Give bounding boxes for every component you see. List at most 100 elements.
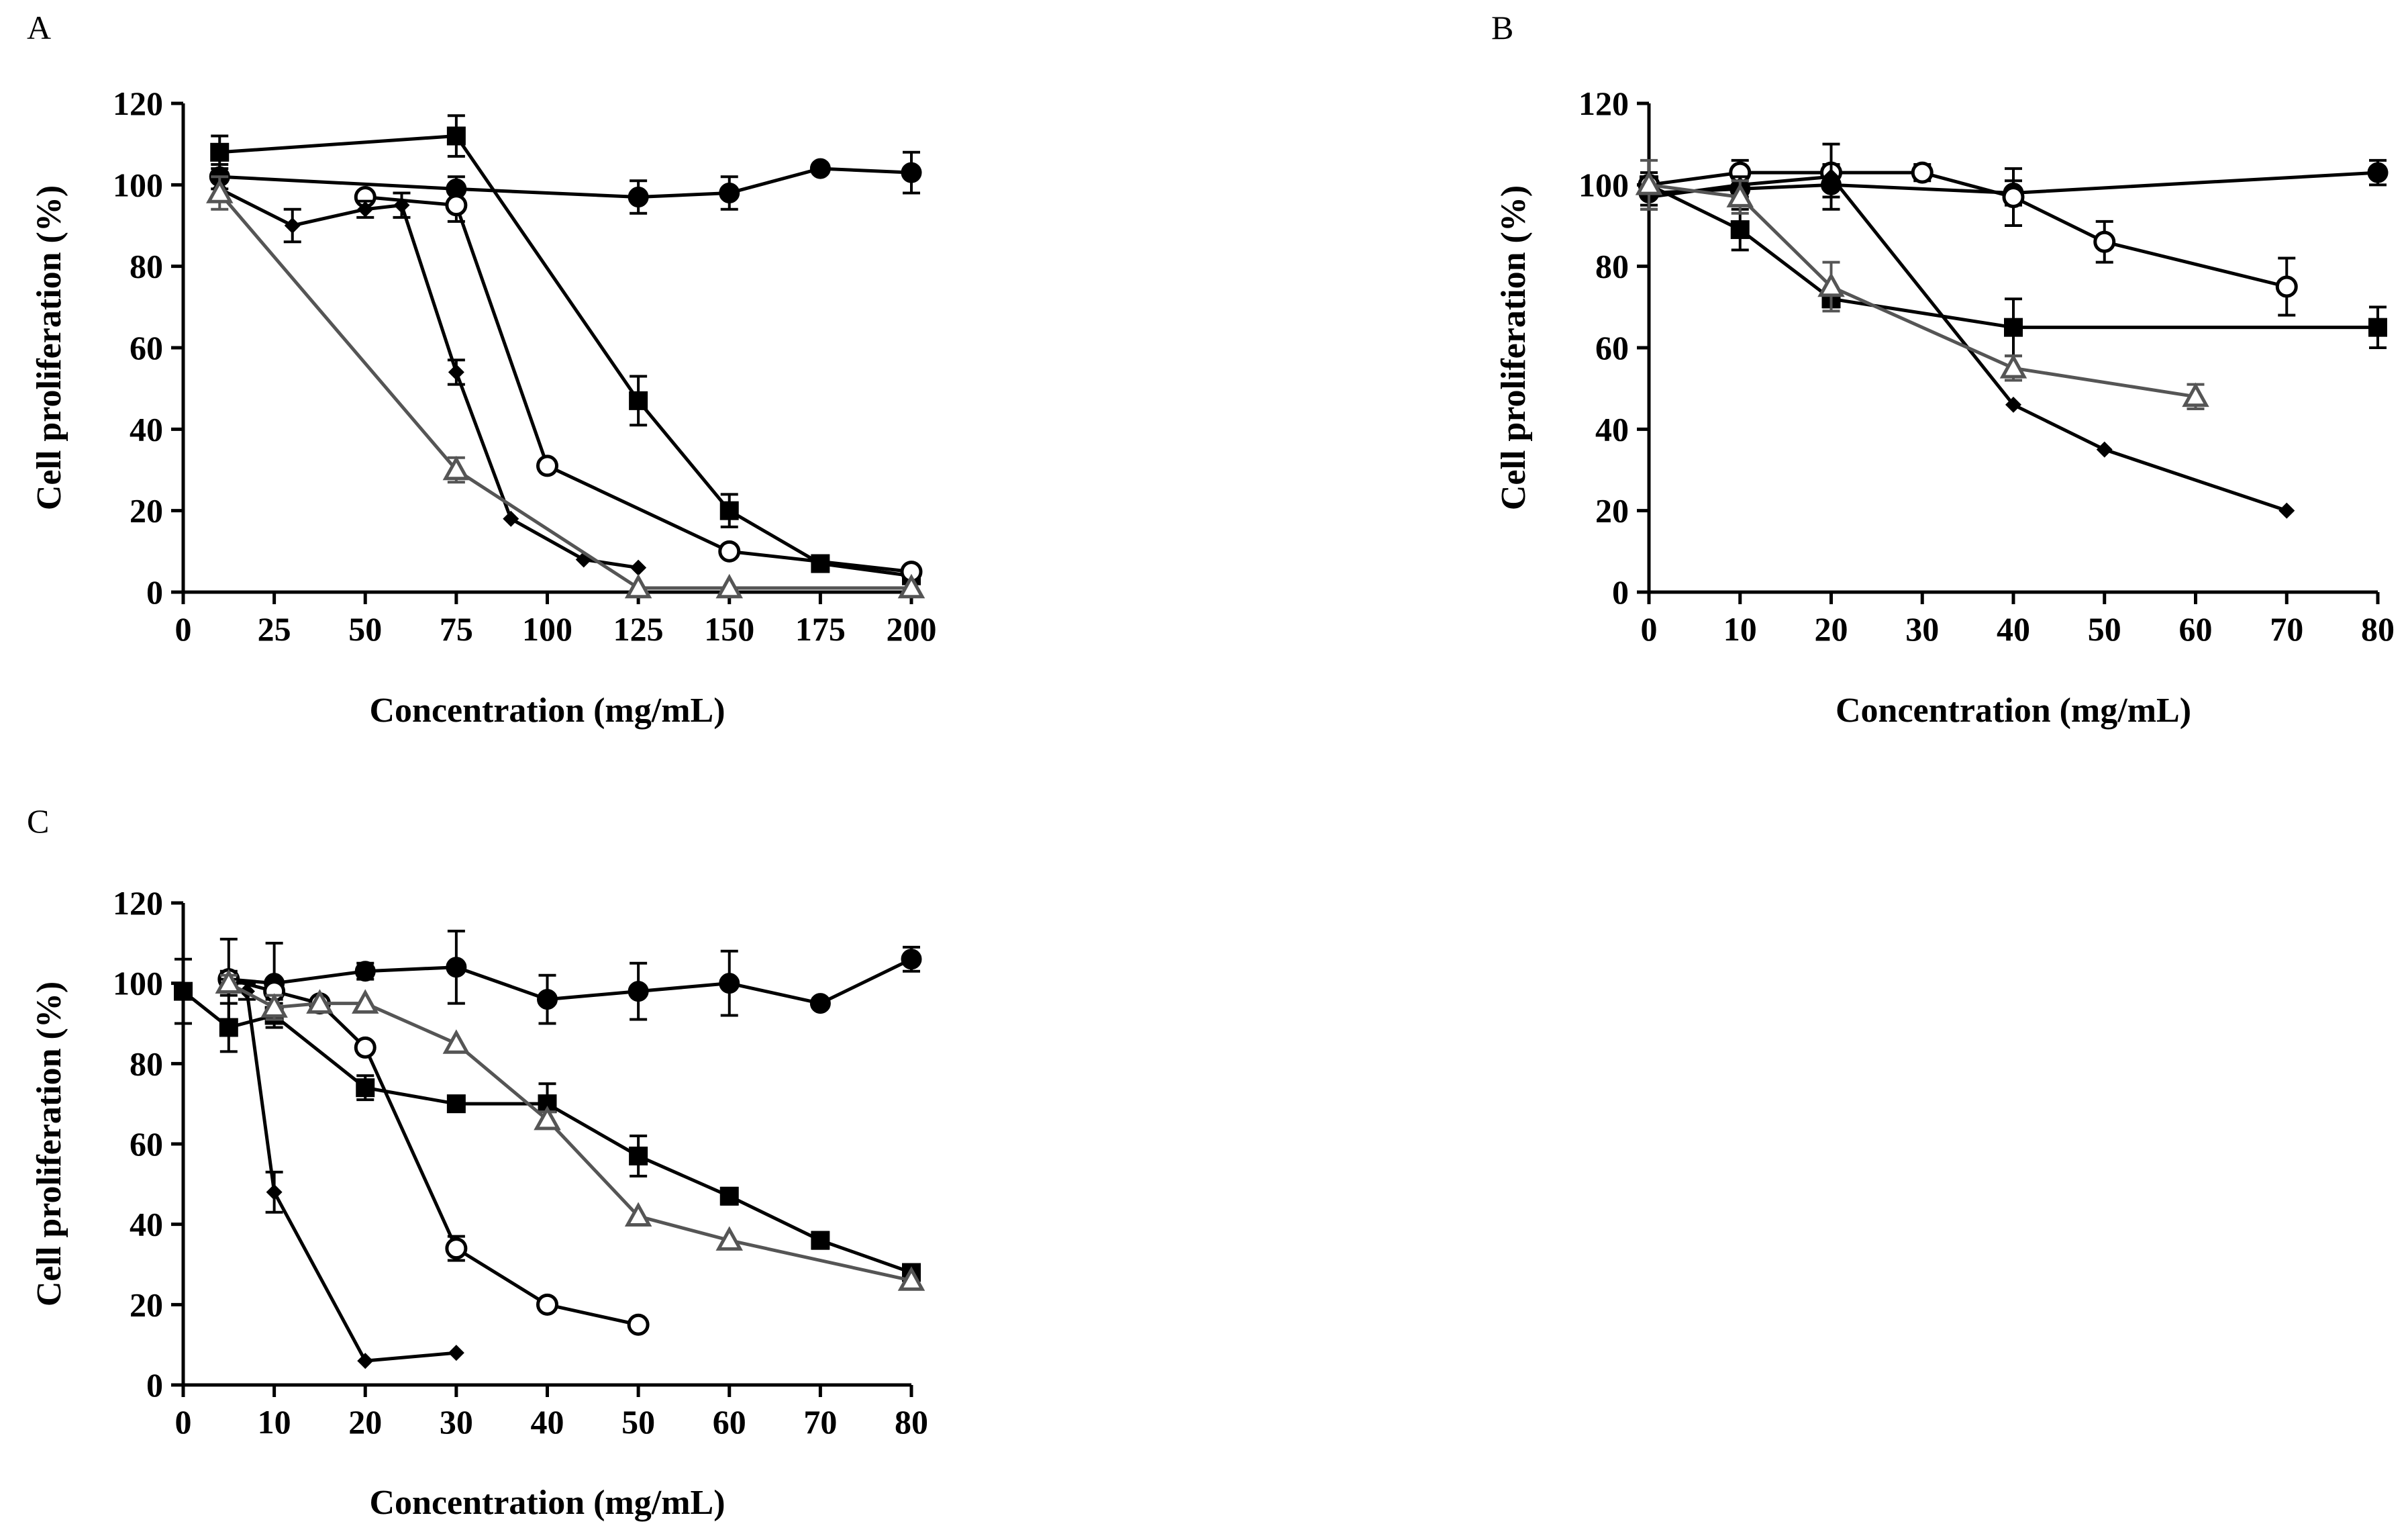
y-tick-label: 0 (146, 1366, 163, 1404)
panel-letter: A (27, 9, 51, 46)
x-axis-title: Concentration (mg/mL) (1836, 691, 2191, 730)
data-point (210, 142, 230, 162)
y-tick-label: 0 (146, 573, 163, 611)
x-tick-label: 40 (1997, 610, 2030, 648)
x-tick-label: 10 (1723, 610, 1757, 648)
y-tick-label: 100 (113, 166, 163, 203)
data-point (2368, 318, 2387, 337)
data-point (715, 573, 743, 599)
series-circle-filled (209, 150, 922, 215)
x-tick-label: 200 (887, 610, 937, 648)
data-point (393, 197, 410, 213)
data-point (715, 1226, 743, 1251)
data-point (448, 1345, 464, 1361)
x-tick-label: 10 (258, 1403, 291, 1441)
x-tick-label: 80 (895, 1403, 928, 1441)
data-point (2004, 318, 2023, 337)
y-tick-label: 80 (130, 248, 163, 285)
x-tick-label: 60 (713, 1403, 746, 1441)
x-tick-label: 125 (613, 610, 664, 648)
data-point (719, 501, 739, 520)
data-point (628, 187, 649, 208)
y-tick-label: 80 (130, 1045, 163, 1082)
panel-letter: B (1491, 9, 1513, 46)
data-point (628, 981, 649, 1002)
x-tick-label: 20 (1815, 610, 1848, 648)
series-triangle-open (1635, 158, 2209, 410)
data-point (629, 391, 648, 410)
data-point (2275, 275, 2298, 298)
data-point (1823, 169, 1840, 185)
x-tick-label: 30 (440, 1403, 473, 1441)
series-line (219, 187, 639, 570)
data-point (2182, 382, 2209, 408)
series-square-filled (210, 114, 921, 585)
data-point (503, 510, 519, 527)
panel-letter: C (27, 802, 49, 840)
x-tick-label: 80 (2361, 610, 2395, 648)
data-point (1635, 171, 1663, 195)
data-point (809, 158, 831, 179)
data-point (266, 1184, 283, 1200)
x-tick-label: 20 (348, 1403, 382, 1441)
x-tick-label: 70 (2270, 610, 2303, 648)
x-axis-title: Concentration (mg/mL) (369, 691, 725, 730)
data-point (2367, 162, 2389, 183)
data-point (1726, 183, 1754, 207)
y-tick-label: 100 (1578, 166, 1629, 203)
x-axis-title: Concentration (mg/mL) (369, 1484, 725, 1522)
data-point (174, 981, 193, 1001)
x-tick-label: 75 (440, 610, 473, 648)
data-point (627, 1313, 650, 1336)
data-point (352, 989, 379, 1014)
data-point (719, 1186, 739, 1206)
series-line (1648, 175, 2288, 513)
y-tick-label: 80 (1595, 248, 1629, 285)
x-tick-label: 50 (2088, 610, 2121, 648)
series-line (182, 990, 912, 1274)
data-point (629, 1146, 648, 1165)
y-tick-label: 40 (130, 1206, 163, 1243)
data-point (354, 1036, 377, 1059)
chart-panel-a: A 0 20 40 60 80 100 120 0 25 50 75 100 125 150 175 200 Co… (27, 9, 937, 730)
data-point (536, 454, 558, 477)
y-tick-label: 100 (113, 965, 163, 1002)
data-point (1817, 272, 1845, 297)
y-axis-title: Cell proliferation (%) (30, 185, 68, 510)
data-point (897, 573, 925, 599)
data-point (260, 993, 288, 1018)
data-point (1730, 220, 1750, 240)
x-tick-label: 40 (531, 1403, 564, 1441)
x-tick-label: 50 (621, 1403, 655, 1441)
series-diamond-filled (211, 175, 647, 576)
data-point (1999, 354, 2027, 379)
data-point (537, 989, 558, 1010)
series-line (219, 166, 912, 199)
series-line (219, 134, 912, 578)
y-tick-label: 60 (130, 329, 163, 367)
x-tick-label: 70 (803, 1403, 837, 1441)
data-point (442, 1029, 470, 1054)
data-point (718, 540, 741, 563)
data-point (630, 559, 647, 576)
data-point (448, 364, 464, 381)
data-point (219, 1018, 238, 1037)
y-tick-label: 120 (113, 884, 163, 922)
y-tick-label: 20 (130, 492, 163, 530)
data-point (284, 218, 301, 234)
x-tick-label: 30 (1905, 610, 1939, 648)
y-tick-label: 40 (1595, 410, 1629, 448)
series-line (218, 191, 911, 590)
data-point (534, 1105, 561, 1131)
x-tick-label: 150 (704, 610, 754, 648)
y-axis-title: Cell proliferation (%) (30, 981, 68, 1306)
y-tick-label: 120 (1578, 85, 1629, 122)
x-tick-label: 25 (258, 610, 291, 648)
data-point (446, 126, 466, 146)
x-tick-label: 100 (522, 610, 572, 648)
y-tick-label: 40 (130, 410, 163, 448)
data-point (446, 957, 467, 978)
series-circle-open (354, 186, 923, 583)
x-tick-label: 60 (2179, 610, 2213, 648)
data-point (811, 1231, 830, 1250)
